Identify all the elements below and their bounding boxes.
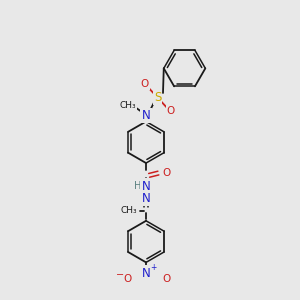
- Text: N: N: [142, 109, 150, 122]
- Text: O: O: [162, 168, 170, 178]
- Text: O: O: [123, 274, 132, 284]
- Text: N: N: [142, 267, 150, 280]
- Text: N: N: [142, 192, 150, 205]
- Text: S: S: [154, 91, 161, 104]
- Text: N: N: [142, 180, 150, 193]
- Text: −: −: [116, 271, 124, 281]
- Text: CH₃: CH₃: [121, 206, 137, 215]
- Text: H: H: [134, 181, 141, 191]
- Text: O: O: [140, 79, 148, 89]
- Text: +: +: [150, 263, 156, 272]
- Text: O: O: [162, 274, 170, 284]
- Text: O: O: [167, 106, 175, 116]
- Text: CH₃: CH₃: [119, 101, 136, 110]
